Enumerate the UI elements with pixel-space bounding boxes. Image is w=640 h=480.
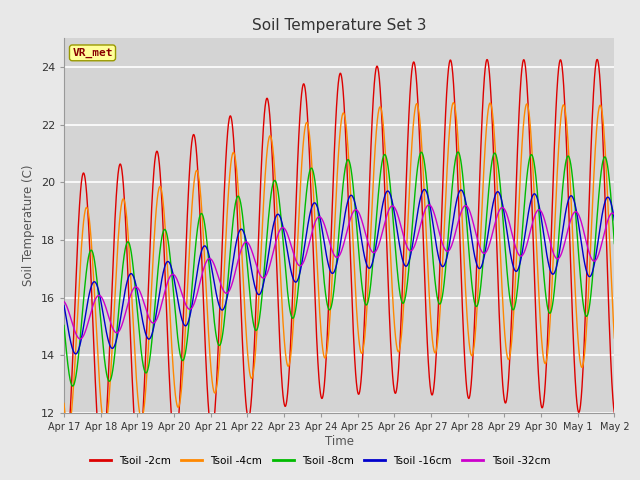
Legend: Tsoil -2cm, Tsoil -4cm, Tsoil -8cm, Tsoil -16cm, Tsoil -32cm: Tsoil -2cm, Tsoil -4cm, Tsoil -8cm, Tsoi…	[86, 452, 554, 470]
Text: VR_met: VR_met	[72, 48, 113, 58]
Y-axis label: Soil Temperature (C): Soil Temperature (C)	[22, 165, 35, 287]
Title: Soil Temperature Set 3: Soil Temperature Set 3	[252, 18, 426, 33]
X-axis label: Time: Time	[324, 434, 354, 448]
